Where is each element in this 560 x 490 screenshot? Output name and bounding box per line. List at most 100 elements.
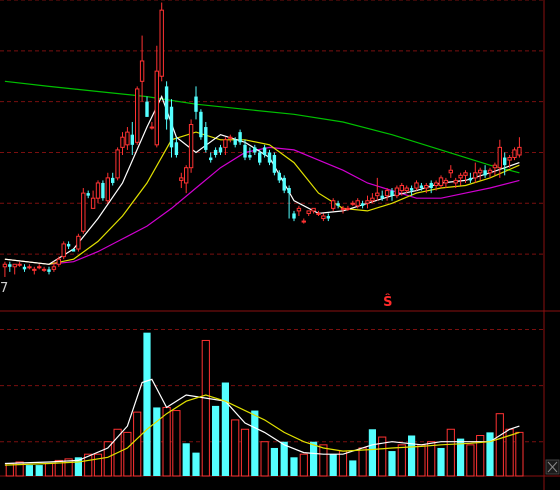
candle-body <box>90 197 96 209</box>
candle <box>350 200 356 206</box>
price-ma-line <box>4 80 520 174</box>
candle-body <box>429 182 433 189</box>
candle-body <box>47 269 51 272</box>
volume-bar <box>25 465 33 476</box>
candle-body <box>76 235 81 250</box>
candle-body <box>463 172 468 176</box>
candle <box>365 195 370 209</box>
volume-bar <box>143 332 151 476</box>
candle <box>360 200 365 209</box>
candle <box>507 155 512 168</box>
volume-bar <box>35 465 43 476</box>
volume-bar <box>182 443 190 476</box>
candle <box>27 264 32 270</box>
candle <box>139 35 145 102</box>
candle-body <box>507 157 512 161</box>
candle <box>292 210 296 222</box>
candle-body <box>32 268 37 271</box>
candle <box>321 213 326 222</box>
volume-bar <box>358 447 367 477</box>
candle-body <box>316 212 321 215</box>
candle-body <box>311 207 316 212</box>
candle <box>149 121 155 130</box>
volume-bar <box>212 405 220 476</box>
candle-body <box>448 169 454 174</box>
candle-body <box>350 202 356 205</box>
candle <box>90 190 96 209</box>
volume-bar <box>260 441 269 477</box>
candle <box>375 177 380 201</box>
candle-body <box>394 187 400 197</box>
candle-body <box>228 136 233 139</box>
candle <box>32 266 37 275</box>
candle-body <box>149 126 155 129</box>
volume-bar <box>64 458 73 477</box>
candle-body <box>204 127 208 150</box>
candle-body <box>209 157 213 161</box>
candle <box>419 182 424 191</box>
candle <box>76 233 81 252</box>
volume-bar <box>54 459 63 477</box>
candle-body <box>473 172 478 179</box>
candle <box>301 218 307 224</box>
candle <box>424 182 429 194</box>
candle-body <box>296 207 302 212</box>
candle <box>95 180 101 204</box>
candle <box>164 81 169 130</box>
candle-body <box>159 9 164 77</box>
candle <box>184 165 189 194</box>
candle <box>468 172 473 183</box>
volume-bar <box>486 432 494 476</box>
candle-body <box>497 146 503 169</box>
scroll-corner-icon[interactable] <box>545 459 560 475</box>
edge-price-label: 7 <box>0 281 8 296</box>
volume-bar <box>515 431 524 477</box>
candle-body <box>188 124 194 169</box>
price-moving-averages <box>4 80 520 265</box>
candle-body <box>277 172 281 181</box>
candle <box>111 172 115 186</box>
candle <box>213 147 218 158</box>
candle <box>503 152 507 176</box>
volume-bar <box>84 453 93 477</box>
candle <box>262 144 267 158</box>
candle <box>497 139 503 178</box>
candle <box>243 139 247 161</box>
volume-bar <box>240 428 250 477</box>
candle <box>404 185 409 194</box>
candle <box>22 264 27 272</box>
volume-bar <box>103 441 112 477</box>
candle-body <box>492 164 498 169</box>
candle <box>199 109 203 140</box>
candle-body <box>8 264 12 267</box>
candle <box>316 210 321 216</box>
candle <box>223 137 228 155</box>
candle <box>345 205 351 211</box>
candle-body <box>120 136 125 148</box>
candle <box>390 188 394 201</box>
candle <box>145 96 149 117</box>
candle-body <box>86 193 90 196</box>
volume-moving-averages <box>4 378 520 466</box>
candle-body <box>321 215 326 220</box>
candle-body <box>258 152 262 163</box>
volume-bar <box>290 457 298 476</box>
candle-body <box>483 170 487 176</box>
candle-body <box>154 70 160 146</box>
volume-bar <box>15 461 24 477</box>
candle <box>453 177 458 189</box>
candle <box>370 193 375 204</box>
volume-bar <box>231 419 240 477</box>
volume-bar <box>446 428 455 477</box>
volume-bar <box>349 460 357 476</box>
candle <box>135 86 140 145</box>
volume-bar <box>408 435 416 476</box>
candle <box>336 200 340 209</box>
candle-body <box>101 182 105 199</box>
candle-body <box>438 177 444 186</box>
volume-bar <box>437 447 445 476</box>
volume-bar <box>280 441 288 476</box>
candle <box>399 182 405 196</box>
